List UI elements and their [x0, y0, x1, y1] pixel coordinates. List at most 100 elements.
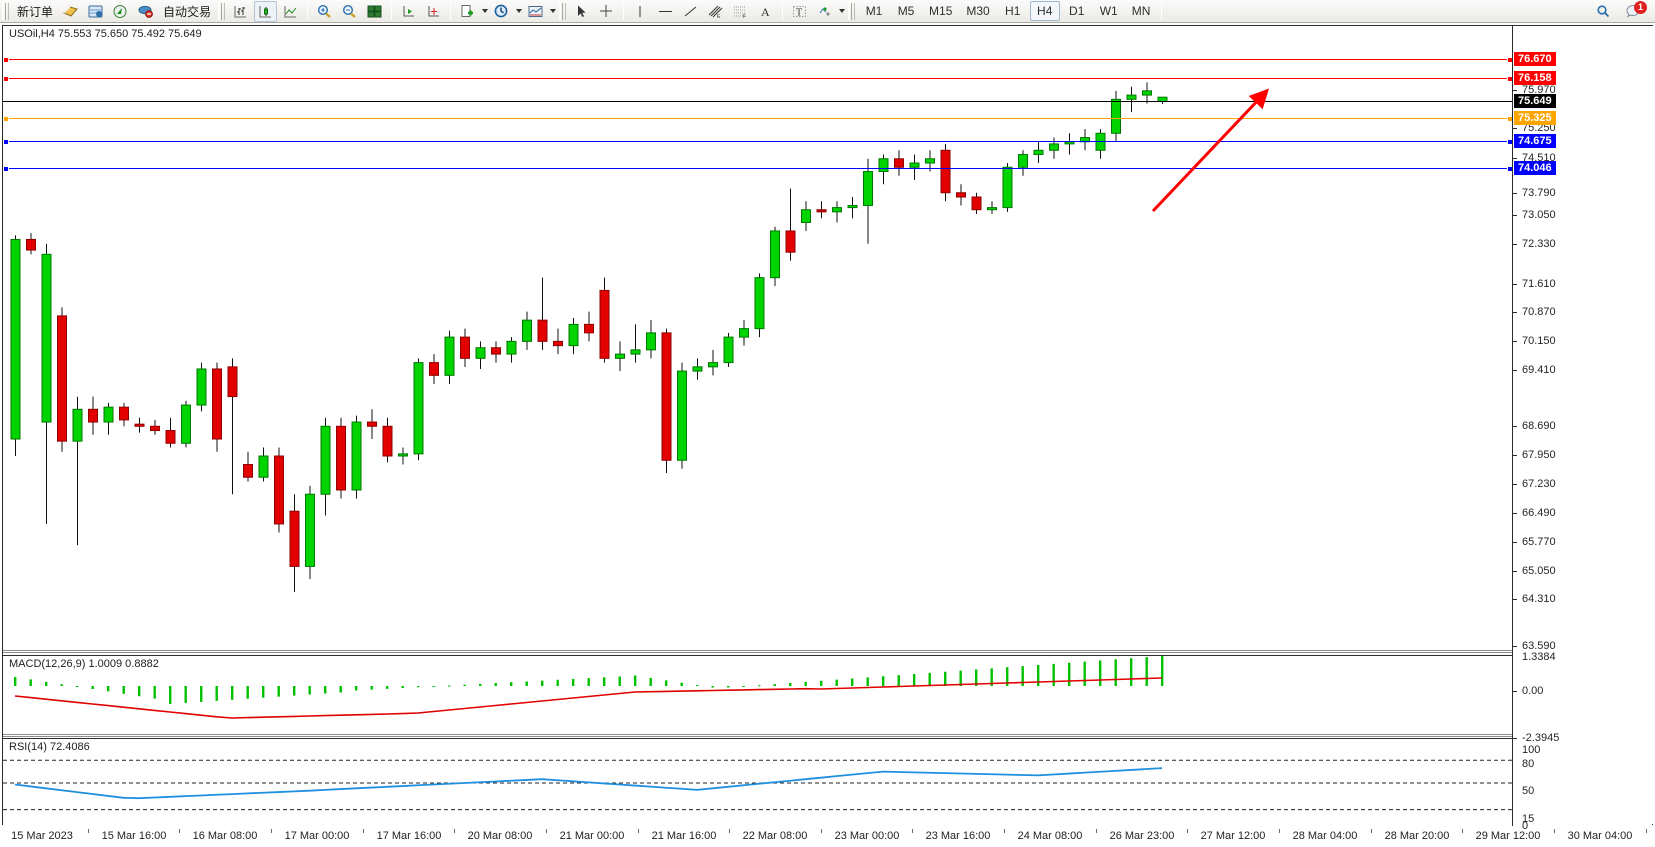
timeframe-d1[interactable]: D1	[1069, 4, 1085, 18]
timeframe-mn[interactable]: MN	[1131, 4, 1151, 18]
time-tick-mark	[1004, 829, 1005, 833]
price-pane[interactable]: USOil,H4 75.553 75.650 75.492 75.649	[3, 26, 1512, 620]
profile-icon[interactable]	[59, 1, 82, 22]
auto-scroll-icon[interactable]	[422, 1, 445, 22]
text-icon[interactable]: T	[788, 1, 811, 22]
level-handle[interactable]	[1507, 139, 1512, 145]
notifications-icon[interactable]: 1	[1622, 0, 1647, 22]
candlestick	[754, 273, 765, 338]
timeframe-h4[interactable]: H4	[1029, 1, 1060, 21]
auto-trading-button[interactable]: 自动交易	[163, 4, 212, 19]
hline-icon[interactable]	[654, 1, 677, 22]
shift-end-icon[interactable]	[397, 1, 420, 22]
candlestick	[103, 402, 114, 435]
macd-histogram-bar	[572, 678, 575, 686]
new-order-button[interactable]: 新订单	[17, 4, 54, 19]
level-handle-left[interactable]	[3, 116, 9, 122]
toolbar-grip-2[interactable]	[218, 2, 226, 20]
equidistant-channel-icon[interactable]: E	[704, 1, 727, 22]
candlestick	[57, 307, 67, 452]
objects-icon[interactable]	[813, 1, 836, 22]
toolbar-grip-4[interactable]	[848, 2, 856, 20]
price-level-label[interactable]: 76.670	[1514, 52, 1556, 66]
macd-histogram-bar	[913, 674, 916, 686]
price-level-label[interactable]: 75.325	[1514, 111, 1556, 125]
timeframe-m30[interactable]: M30	[966, 4, 990, 18]
toolbar-separator-2	[391, 2, 393, 20]
level-handle-left[interactable]	[3, 76, 9, 82]
candlestick	[134, 417, 145, 433]
price-level-line[interactable]	[3, 166, 1512, 172]
line-chart-icon[interactable]	[279, 1, 302, 22]
timeframe-w1[interactable]: W1	[1099, 4, 1118, 18]
svg-text:T: T	[796, 7, 802, 18]
level-handle[interactable]	[1507, 116, 1512, 122]
svg-text:E: E	[717, 14, 721, 19]
time-tick-mark	[1279, 829, 1280, 833]
new-chart-dropdown-icon[interactable]	[480, 1, 489, 21]
time-tick-mark	[729, 829, 730, 833]
fibonacci-icon[interactable]: F	[729, 1, 752, 22]
level-handle-left[interactable]	[3, 57, 9, 63]
macd-histogram-bar	[29, 679, 32, 686]
objects-dropdown-icon[interactable]	[837, 1, 846, 21]
text-label-icon[interactable]: A	[754, 1, 777, 22]
price-level-label[interactable]: 74.046	[1514, 161, 1556, 175]
candlestick	[925, 150, 935, 172]
level-handle[interactable]	[1507, 166, 1512, 172]
price-macd-splitter[interactable]	[3, 650, 1512, 653]
price-level-line[interactable]	[3, 116, 1512, 122]
candlestick	[460, 328, 470, 367]
rsi-pane[interactable]: RSI(14) 72.4086	[3, 738, 1512, 826]
price-scale[interactable]: 75.970 75.250 74.510 73.790 73.050 72.330 71.6…	[1512, 26, 1652, 832]
price-level-label[interactable]: 76.158	[1514, 71, 1556, 85]
new-chart-icon[interactable]	[456, 1, 479, 22]
tile-windows-icon[interactable]	[363, 1, 386, 22]
candlestick	[289, 494, 300, 592]
market-watch-icon[interactable]	[84, 1, 107, 22]
price-level-line[interactable]	[3, 76, 1512, 82]
candlestick	[1002, 163, 1013, 212]
period-icon[interactable]	[490, 1, 513, 22]
search-icon[interactable]	[1592, 1, 1615, 22]
level-handle-left[interactable]	[3, 166, 9, 172]
level-handle[interactable]	[1507, 57, 1512, 63]
price-tick: 75.250	[1513, 122, 1556, 134]
candlestick	[878, 154, 889, 185]
trendline-icon[interactable]	[679, 1, 702, 22]
toolbar-grip[interactable]	[2, 2, 9, 20]
price-level-line[interactable]	[3, 101, 1512, 102]
price-level-label[interactable]: 75.649	[1514, 94, 1556, 108]
indicator-icon[interactable]	[524, 1, 547, 22]
time-scale[interactable]: 15 Mar 2023 15 Mar 16:00 16 Mar 08:00 17 Ma…	[3, 829, 1652, 847]
timeframe-m5[interactable]: M5	[897, 4, 915, 18]
candlestick	[413, 358, 424, 461]
price-level-line[interactable]	[3, 57, 1512, 63]
macd-pane[interactable]: MACD(12,26,9) 1.0009 0.8882	[3, 655, 1512, 734]
level-handle[interactable]	[1507, 76, 1512, 82]
zoom-out-icon[interactable]	[338, 1, 361, 22]
toolbar-grip-3[interactable]	[559, 2, 567, 20]
crosshair-icon[interactable]	[595, 1, 618, 22]
time-tick-mark	[1554, 829, 1555, 833]
cursor-icon[interactable]	[570, 1, 593, 22]
symbol-ohlc-label: USOil,H4 75.553 75.650 75.492 75.649	[8, 28, 203, 40]
timeframe-m1[interactable]: M1	[865, 4, 883, 18]
macd-rsi-splitter[interactable]	[3, 734, 1512, 737]
indicator-dropdown-icon[interactable]	[548, 1, 557, 21]
macd-histogram-bar	[959, 670, 962, 686]
timeframe-m15[interactable]: M15	[929, 4, 953, 18]
bar-chart-icon[interactable]	[229, 1, 252, 22]
macd-histogram-bar	[60, 684, 63, 686]
zoom-in-icon[interactable]	[313, 1, 336, 22]
timeframe-h1[interactable]: H1	[1005, 4, 1021, 18]
auto-trading-icon[interactable]	[134, 1, 157, 22]
candlestick	[971, 192, 982, 214]
price-level-line[interactable]	[3, 139, 1512, 145]
period-dropdown-icon[interactable]	[514, 1, 523, 21]
candlestick-chart-icon[interactable]	[254, 0, 278, 22]
navigator-icon[interactable]	[109, 1, 132, 22]
level-handle-left[interactable]	[3, 139, 9, 145]
vline-icon[interactable]	[629, 1, 652, 22]
price-level-label[interactable]: 74.675	[1514, 134, 1556, 148]
